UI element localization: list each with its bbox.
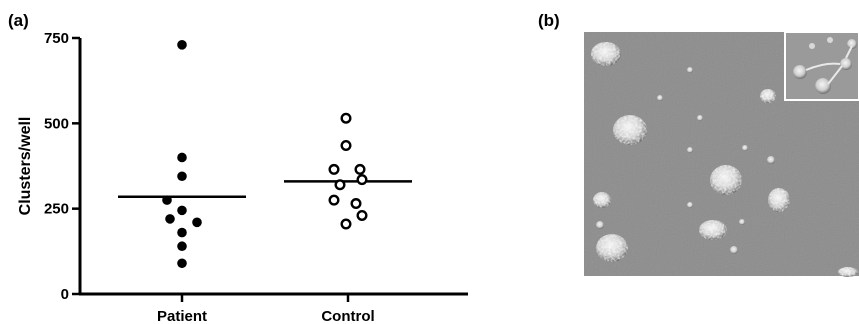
cell-cluster (767, 156, 775, 164)
cell-cluster (657, 95, 663, 101)
y-tick-label: 250 (44, 201, 69, 218)
point-control (328, 163, 340, 175)
point-control (340, 140, 352, 152)
cell-cluster-texture (613, 115, 647, 145)
cell-clusters (591, 42, 858, 277)
micrograph-image (584, 31, 859, 277)
point-patient (162, 195, 172, 205)
y-axis-title: Clusters/well (17, 117, 34, 216)
point-control (354, 163, 366, 175)
point-patient (192, 217, 202, 228)
x-category-label-patient: Patient (157, 308, 207, 324)
cell-cluster-texture (710, 165, 742, 195)
point-patient (165, 214, 175, 224)
cell-cluster-texture (768, 188, 790, 212)
cell-cluster-texture (838, 267, 858, 277)
panel-b-label: (b) (538, 11, 560, 30)
cell-cluster (687, 147, 693, 153)
point-control (334, 179, 346, 191)
point-control (356, 209, 368, 221)
cell-cluster-texture (591, 42, 621, 66)
cell-cluster-texture (699, 220, 727, 240)
cell-cluster (730, 246, 738, 254)
point-patient (177, 241, 187, 252)
point-patient (177, 205, 187, 216)
data-marks (118, 40, 412, 269)
cell-cluster (739, 219, 745, 225)
point-patient (177, 258, 187, 269)
x-ticks: Patient Control (157, 294, 375, 324)
cell-cluster-texture (596, 234, 628, 262)
cell-cluster (687, 202, 693, 208)
point-control (356, 174, 368, 186)
y-tick-label: 0 (61, 286, 69, 303)
x-category-label-control: Control (321, 308, 374, 324)
panel-a-label: (a) (8, 11, 29, 30)
y-ticks: 0 250 500 750 (44, 30, 80, 303)
point-control (350, 198, 362, 210)
point-patient (177, 40, 187, 50)
point-control (340, 112, 352, 124)
y-tick-label: 750 (44, 30, 69, 47)
cell-cluster (697, 115, 703, 121)
point-control (340, 218, 352, 230)
cell-cluster-texture (593, 192, 611, 208)
y-tick-label: 500 (44, 115, 69, 132)
point-patient (177, 227, 187, 238)
cell-cluster (742, 145, 748, 151)
point-patient (177, 171, 187, 182)
inset-clusters (793, 37, 857, 94)
point-control (328, 194, 340, 206)
point-patient (177, 152, 187, 163)
cell-cluster (596, 221, 604, 229)
cell-cluster (687, 67, 693, 73)
axes (78, 38, 468, 296)
cell-cluster-texture (760, 89, 776, 103)
